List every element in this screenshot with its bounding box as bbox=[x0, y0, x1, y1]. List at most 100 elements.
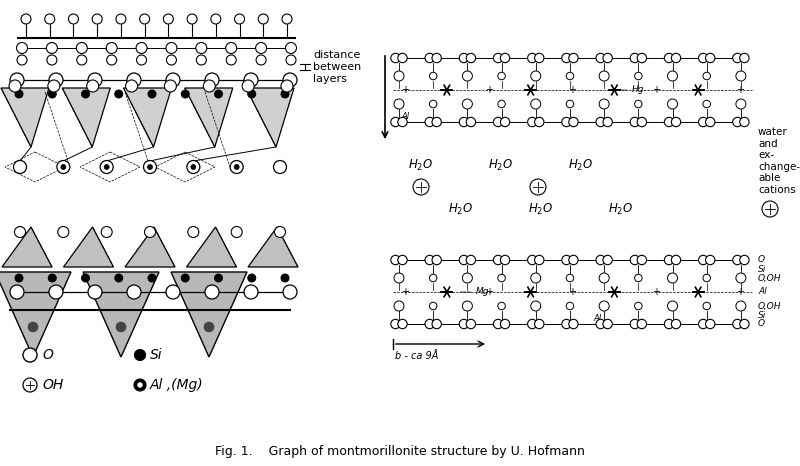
Circle shape bbox=[534, 53, 544, 63]
Text: $H_2O$: $H_2O$ bbox=[528, 201, 553, 217]
Circle shape bbox=[706, 53, 715, 63]
Text: Si: Si bbox=[758, 310, 766, 320]
Circle shape bbox=[736, 71, 746, 81]
Circle shape bbox=[48, 80, 60, 92]
Circle shape bbox=[234, 164, 239, 170]
Text: Si: Si bbox=[758, 265, 766, 274]
Circle shape bbox=[203, 80, 215, 92]
Circle shape bbox=[736, 301, 746, 311]
Text: O,OH: O,OH bbox=[758, 302, 782, 310]
Circle shape bbox=[603, 255, 612, 265]
Circle shape bbox=[446, 290, 448, 294]
Circle shape bbox=[634, 274, 642, 282]
Circle shape bbox=[163, 14, 174, 24]
Circle shape bbox=[466, 117, 475, 127]
Circle shape bbox=[664, 117, 674, 127]
Circle shape bbox=[596, 53, 606, 63]
Text: +: + bbox=[652, 287, 660, 297]
Polygon shape bbox=[123, 88, 171, 147]
Circle shape bbox=[10, 285, 24, 299]
Circle shape bbox=[148, 90, 156, 98]
Circle shape bbox=[140, 14, 150, 24]
Circle shape bbox=[733, 53, 742, 63]
Text: water
and
ex-
change-
able
cations: water and ex- change- able cations bbox=[758, 127, 800, 195]
Circle shape bbox=[530, 71, 541, 81]
Circle shape bbox=[466, 255, 475, 265]
Circle shape bbox=[703, 302, 710, 310]
Circle shape bbox=[698, 319, 708, 329]
Text: +: + bbox=[569, 85, 577, 95]
Circle shape bbox=[274, 226, 286, 238]
Circle shape bbox=[736, 99, 746, 109]
Circle shape bbox=[187, 14, 197, 24]
Circle shape bbox=[432, 117, 442, 127]
Circle shape bbox=[562, 319, 571, 329]
Circle shape bbox=[274, 160, 286, 173]
Text: Mg: Mg bbox=[476, 288, 490, 296]
Circle shape bbox=[562, 117, 571, 127]
Circle shape bbox=[28, 322, 38, 332]
Circle shape bbox=[182, 90, 190, 98]
Circle shape bbox=[566, 100, 574, 108]
Polygon shape bbox=[1, 88, 49, 147]
Polygon shape bbox=[62, 88, 110, 147]
Circle shape bbox=[391, 255, 400, 265]
Circle shape bbox=[530, 301, 541, 311]
Circle shape bbox=[697, 290, 700, 294]
Text: +: + bbox=[485, 85, 493, 95]
Circle shape bbox=[596, 117, 606, 127]
Circle shape bbox=[603, 319, 612, 329]
Circle shape bbox=[230, 160, 243, 173]
Circle shape bbox=[283, 73, 297, 87]
Circle shape bbox=[527, 255, 537, 265]
Circle shape bbox=[637, 117, 646, 127]
Circle shape bbox=[126, 80, 138, 92]
Circle shape bbox=[430, 274, 437, 282]
Circle shape bbox=[569, 53, 578, 63]
Circle shape bbox=[23, 378, 37, 392]
Circle shape bbox=[46, 42, 58, 54]
Circle shape bbox=[166, 55, 177, 65]
Text: $H_2O$: $H_2O$ bbox=[488, 158, 513, 172]
Circle shape bbox=[527, 319, 537, 329]
Circle shape bbox=[136, 42, 147, 54]
Circle shape bbox=[667, 301, 678, 311]
Circle shape bbox=[459, 255, 469, 265]
Circle shape bbox=[394, 71, 404, 81]
Circle shape bbox=[733, 117, 742, 127]
Circle shape bbox=[599, 99, 609, 109]
Circle shape bbox=[166, 73, 180, 87]
Circle shape bbox=[740, 319, 749, 329]
Circle shape bbox=[603, 53, 612, 63]
Circle shape bbox=[530, 99, 541, 109]
Circle shape bbox=[498, 100, 506, 108]
Circle shape bbox=[569, 117, 578, 127]
Circle shape bbox=[58, 226, 69, 238]
Circle shape bbox=[527, 53, 537, 63]
Circle shape bbox=[196, 42, 207, 54]
Circle shape bbox=[248, 90, 256, 98]
Circle shape bbox=[706, 319, 715, 329]
Circle shape bbox=[166, 42, 177, 54]
Circle shape bbox=[248, 274, 256, 282]
Circle shape bbox=[147, 164, 153, 170]
Circle shape bbox=[15, 274, 23, 282]
Circle shape bbox=[703, 72, 710, 80]
Circle shape bbox=[106, 42, 117, 54]
Circle shape bbox=[459, 117, 469, 127]
Polygon shape bbox=[63, 227, 114, 267]
Circle shape bbox=[134, 350, 146, 361]
Circle shape bbox=[599, 301, 609, 311]
Circle shape bbox=[234, 14, 245, 24]
Circle shape bbox=[425, 255, 434, 265]
Circle shape bbox=[733, 255, 742, 265]
Circle shape bbox=[191, 164, 196, 170]
Circle shape bbox=[9, 80, 21, 92]
Circle shape bbox=[281, 80, 293, 92]
Circle shape bbox=[86, 80, 98, 92]
Circle shape bbox=[494, 319, 502, 329]
Circle shape bbox=[394, 301, 404, 311]
Circle shape bbox=[637, 255, 646, 265]
Circle shape bbox=[258, 14, 268, 24]
Circle shape bbox=[391, 319, 400, 329]
